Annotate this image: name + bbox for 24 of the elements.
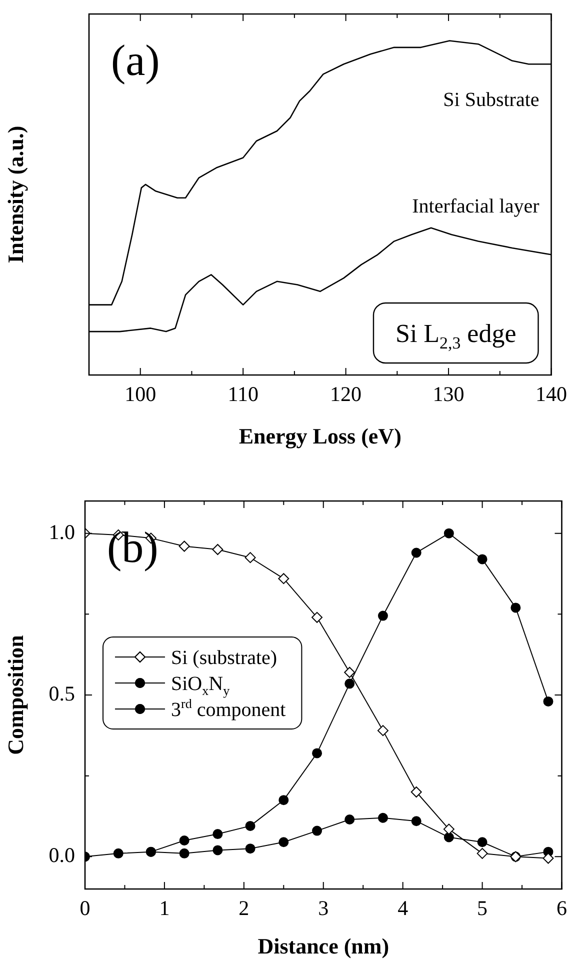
x-tick-label: 2 [238, 896, 250, 920]
x-tick-label: 100 [124, 382, 156, 406]
series-label: Si Substrate [443, 89, 540, 112]
y-axis-title: Composition [2, 635, 28, 755]
y-tick-label: 0.0 [48, 843, 75, 868]
series-label: Interfacial layer [412, 196, 540, 218]
annotation: (b) [107, 523, 158, 572]
legend-label: Si (substrate) [171, 647, 278, 669]
x-tick-label: 0 [80, 896, 90, 920]
x-tick-label: 5 [477, 896, 488, 920]
x-tick-label: 4 [398, 896, 409, 920]
x-tick-label: 140 [536, 382, 567, 406]
x-axis-title: Distance (nm) [258, 933, 390, 958]
annotation: (a) [111, 36, 160, 85]
x-tick-label: 3 [318, 896, 329, 920]
x-tick-label: 6 [556, 896, 567, 920]
x-tick-label: 120 [330, 382, 362, 406]
x-tick-label: 1 [159, 896, 170, 920]
x-axis-title: Energy Loss (eV) [238, 423, 402, 448]
y-axis-title: Intensity (a.u.) [2, 126, 28, 264]
x-tick-label: 130 [432, 382, 464, 406]
x-tick-label: 110 [228, 382, 258, 406]
y-tick-label: 0.5 [48, 682, 75, 706]
y-tick-label: 1.0 [48, 520, 75, 544]
